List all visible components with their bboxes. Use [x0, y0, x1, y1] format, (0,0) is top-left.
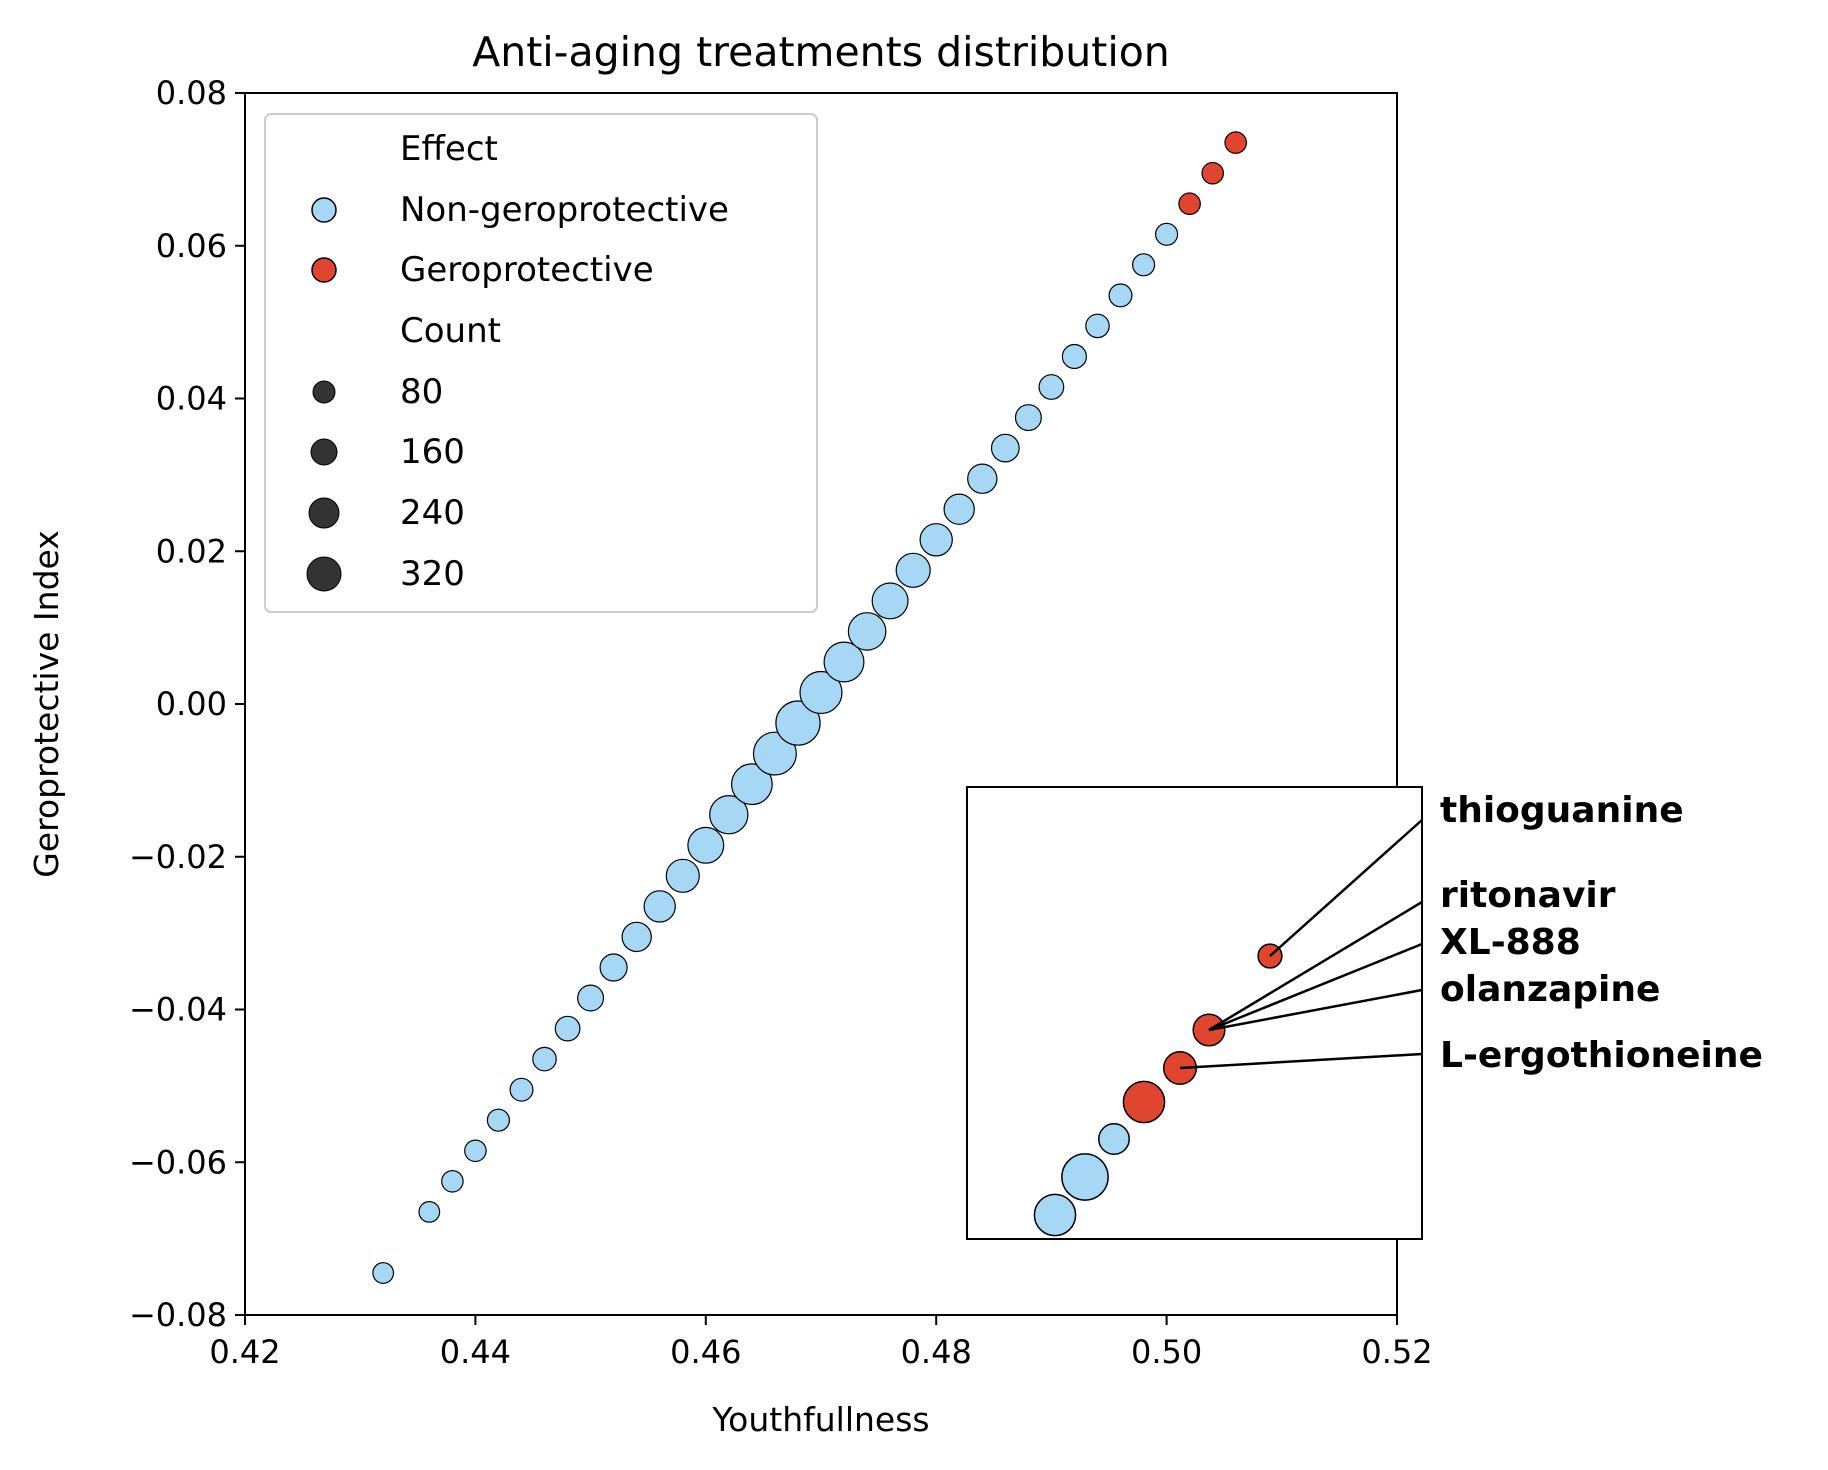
point-non-geroprotective-21 [871, 582, 909, 620]
point-non-geroprotective-20 [847, 612, 887, 651]
y-tick-label: −0.08 [129, 1296, 227, 1334]
annotation-thioguanine: thioguanine [1440, 790, 1684, 831]
x-axis-label: Youthfullness [711, 1400, 929, 1439]
point-non-geroprotective-27 [1014, 404, 1042, 432]
y-tick-label: 0.06 [156, 227, 227, 265]
leader-line-thioguanine [1269, 819, 1423, 957]
point-non-geroprotective-6 [532, 1046, 557, 1072]
x-tick-label: 0.42 [209, 1333, 280, 1371]
point-non-geroprotective-15 [731, 763, 773, 806]
leader-line-l-ergothioneine [1179, 1052, 1423, 1070]
y-axis-ticks: −0.08 −0.06 −0.04 −0.02 0.00 0.02 0.04 0.06 0.08 [129, 74, 245, 1334]
legend-box [264, 113, 818, 613]
y-tick-label: −0.04 [129, 991, 227, 1029]
inset-panel [966, 786, 1423, 1240]
annotation-lines [1179, 819, 1423, 1070]
legend-size-label-80: 80 [400, 372, 443, 412]
point-non-geroprotective-8 [577, 984, 605, 1012]
point-non-geroprotective-13 [687, 826, 725, 864]
y-tick-label: 0.00 [156, 685, 227, 723]
point-non-geroprotective-2 [441, 1170, 464, 1193]
x-tick-label: 0.48 [901, 1333, 972, 1371]
inset-point-2 [1098, 1123, 1130, 1155]
point-non-geroprotective-3 [464, 1139, 487, 1163]
point-non-geroprotective-23 [919, 523, 953, 557]
point-non-geroprotective-32 [1131, 253, 1156, 277]
point-non-geroprotective-12 [665, 858, 700, 893]
y-tick-label: 0.08 [156, 74, 227, 112]
inset-point-1 [1061, 1153, 1109, 1201]
annotation-ritonavir: ritonavir [1440, 875, 1616, 916]
legend-label-geroprotective: Geroprotective [400, 250, 654, 290]
point-non-geroprotective-10 [621, 921, 652, 953]
legend-size-marker-320 [306, 556, 342, 592]
annotation-l-ergothioneine: L-ergothioneine [1440, 1035, 1763, 1076]
point-non-geroprotective-24 [943, 493, 975, 525]
x-tick-label: 0.46 [670, 1333, 741, 1371]
point-non-geroprotective-9 [599, 953, 628, 982]
legend-size-label-160: 160 [400, 432, 465, 472]
y-tick-label: −0.02 [129, 838, 227, 876]
x-tick-label: 0.52 [1361, 1333, 1432, 1371]
annotations: thioguanine ritonavir XL-888 olanzapine … [1440, 790, 1763, 1076]
point-geroprotective-2 [1224, 131, 1247, 154]
legend-marker-geroprotective [311, 257, 337, 283]
point-non-geroprotective-16 [752, 731, 797, 776]
legend-hue-title: Effect [400, 129, 498, 169]
point-non-geroprotective-1 [418, 1200, 441, 1223]
point-non-geroprotective-26 [990, 433, 1020, 463]
inset-frame [966, 786, 1423, 1240]
point-non-geroprotective-22 [895, 552, 931, 588]
point-non-geroprotective-28 [1038, 374, 1065, 400]
point-geroprotective-0 [1178, 192, 1201, 215]
annotation-xl-888: XL-888 [1440, 922, 1581, 963]
y-tick-label: 0.04 [156, 380, 227, 418]
chart-title: Anti-aging treatments distribution [472, 28, 1170, 76]
legend: Effect Non-geroprotective Geroprotective… [264, 113, 818, 613]
legend-size-marker-160 [310, 438, 338, 466]
leader-line-ritonavir [1208, 900, 1423, 1032]
point-non-geroprotective-4 [486, 1108, 510, 1132]
plot-points [372, 131, 1247, 1284]
legend-size-label-320: 320 [400, 554, 465, 594]
leader-line-xl-888 [1208, 942, 1423, 1032]
legend-size-marker-80 [312, 380, 336, 404]
legend-size-marker-240 [308, 497, 340, 529]
point-non-geroprotective-25 [967, 463, 998, 494]
legend-size-label-240: 240 [400, 493, 465, 533]
inset-point-3 [1122, 1080, 1166, 1124]
x-tick-label: 0.44 [440, 1333, 511, 1371]
legend-marker-non-geroprotective [311, 197, 337, 223]
legend-label-non-geroprotective: Non-geroprotective [400, 190, 729, 230]
point-geroprotective-1 [1201, 161, 1224, 185]
point-non-geroprotective-31 [1108, 283, 1133, 308]
point-non-geroprotective-0 [372, 1262, 395, 1284]
x-axis-ticks: 0.42 0.44 0.46 0.48 0.50 0.52 [209, 1315, 1433, 1371]
point-non-geroprotective-33 [1154, 222, 1179, 246]
annotation-olanzapine: olanzapine [1440, 969, 1660, 1010]
point-non-geroprotective-18 [799, 670, 843, 715]
y-tick-label: −0.06 [129, 1143, 227, 1181]
point-non-geroprotective-19 [823, 641, 865, 683]
point-non-geroprotective-5 [509, 1077, 534, 1102]
x-tick-label: 0.50 [1131, 1333, 1202, 1371]
y-axis-label: Geroprotective Index [27, 530, 66, 878]
point-non-geroprotective-30 [1085, 313, 1110, 339]
legend-size-title: Count [400, 311, 501, 351]
point-non-geroprotective-11 [643, 890, 676, 923]
point-non-geroprotective-17 [775, 700, 821, 746]
point-non-geroprotective-29 [1061, 343, 1088, 370]
y-tick-label: 0.02 [156, 532, 227, 570]
point-non-geroprotective-14 [709, 795, 749, 835]
leader-line-olanzapine [1208, 988, 1423, 1032]
point-non-geroprotective-7 [554, 1015, 581, 1042]
inset-point-0 [1033, 1193, 1077, 1237]
